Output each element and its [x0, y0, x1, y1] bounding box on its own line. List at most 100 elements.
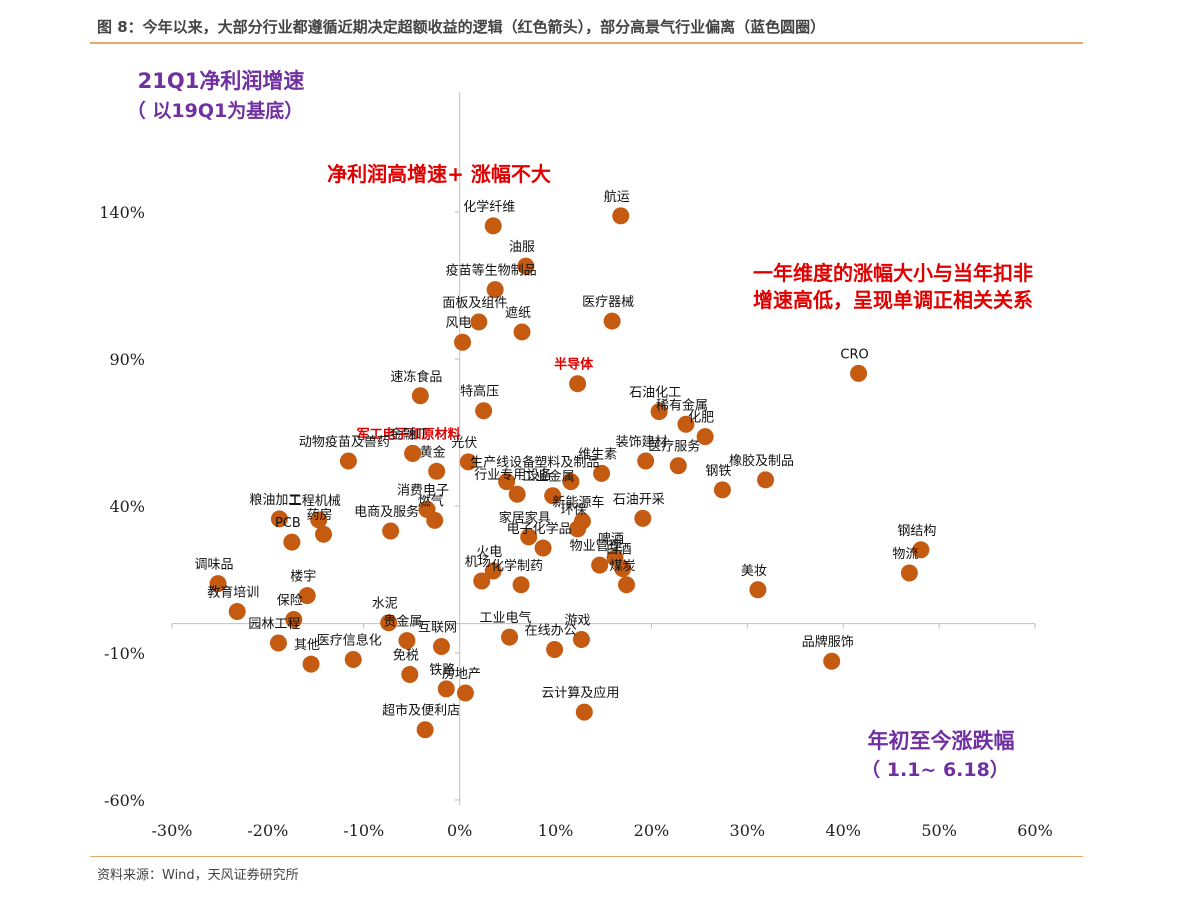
point-label: 电商及服务 [354, 504, 419, 520]
data-point [612, 207, 630, 225]
highlight-label: 军工电子和原材料 [357, 426, 461, 442]
point-label: 工程机械 [289, 494, 341, 509]
data-point [823, 652, 841, 670]
x-tick-label: 20% [634, 821, 670, 840]
point-label: 白酒 [606, 542, 632, 558]
point-label: 药房 [306, 507, 332, 523]
chart-axes [171, 92, 1036, 805]
point-label: 其他 [294, 638, 320, 653]
data-point [475, 402, 493, 420]
point-label: 维生素 [578, 447, 617, 462]
data-point [603, 312, 621, 330]
point-label: 疫苗等生物制品 [446, 263, 537, 279]
data-point [591, 556, 609, 574]
data-point [285, 610, 303, 628]
data-point [850, 364, 868, 382]
data-point [270, 510, 288, 528]
point-label: 超市及便利店 [382, 703, 460, 719]
point-label: 家居家具 [499, 510, 551, 526]
point-label: 医疗器械 [582, 295, 634, 310]
point-label: 啤酒 [598, 532, 624, 547]
point-label: 物业管理 [570, 539, 622, 554]
point-label: 特高压 [460, 384, 499, 400]
point-label: 水泥 [372, 597, 398, 612]
data-point [404, 444, 422, 462]
data-point [749, 581, 767, 599]
point-label: 钢铁 [705, 464, 731, 479]
data-point [713, 481, 731, 499]
data-point [432, 638, 450, 656]
x-tick-label: -10% [343, 821, 384, 840]
data-point [912, 541, 930, 559]
point-label: 机场 [465, 555, 491, 570]
data-point [637, 452, 655, 470]
x-tick-label: 60% [1017, 821, 1053, 840]
point-label: 医疗信息化 [317, 632, 382, 648]
data-point [382, 522, 400, 540]
point-label: 楼宇 [290, 570, 316, 585]
point-label: 消费电子 [397, 484, 449, 499]
data-point [484, 562, 502, 580]
point-label: 橡胶及制品 [729, 453, 794, 469]
point-label: 火电 [476, 545, 502, 560]
point-label: 工业金属 [523, 469, 575, 485]
point-label: 稀有金属 [656, 397, 708, 413]
data-point [228, 603, 246, 621]
point-label: 化学制药 [491, 558, 543, 574]
point-label: 免税 [393, 648, 419, 663]
x-tick-label: 30% [730, 821, 766, 840]
point-label: 黄金 [420, 444, 446, 460]
data-point [380, 614, 398, 632]
point-label: 装饰建材 [616, 435, 668, 450]
data-point [696, 428, 714, 446]
data-point [508, 485, 526, 503]
x-axis-title: 年初至今涨跌幅 [868, 729, 1015, 753]
top-divider [90, 42, 1083, 44]
point-label: 物流 [892, 547, 918, 562]
tick-labels: -30% -20% -10% 0% 10% 20% 30% 40% 50% 60% -60% -10%… [99, 203, 1053, 840]
data-point [428, 462, 446, 480]
point-label: 品牌服饰 [802, 634, 854, 650]
point-label: 在线办公 [525, 623, 577, 638]
x-tick-label: 50% [921, 821, 957, 840]
figure-caption: 图 8：今年以来，大部分行业都遵循近期决定超额收益的逻辑（红色箭头），部分高景气… [97, 18, 826, 36]
point-label: 风电 [446, 316, 472, 331]
data-point [520, 528, 538, 546]
data-point [575, 703, 593, 721]
data-point [283, 533, 301, 551]
data-point [501, 628, 519, 646]
bottom-divider [90, 856, 1083, 857]
x-tick-label: -20% [247, 821, 288, 840]
annotation-high-growth: 净利润高增速+ 涨幅不大 [327, 162, 551, 186]
point-label: 园林工程 [248, 617, 300, 632]
point-label: 速冻食品 [390, 369, 442, 385]
data-point [473, 572, 491, 590]
data-point [544, 487, 562, 505]
data-point [513, 323, 531, 341]
point-label: 燃气 [418, 493, 444, 509]
point-label: 煤炭 [610, 559, 636, 574]
data-point [459, 453, 477, 471]
data-point [398, 632, 416, 650]
annotation-trend-line2: 增速高低，呈现单调正相关关系 [753, 288, 1033, 312]
point-label: 粮油加工 [249, 493, 301, 508]
point-label: 医疗服务 [648, 439, 700, 455]
point-label: 化肥 [688, 411, 714, 426]
data-points [209, 207, 930, 739]
data-point [310, 511, 328, 529]
x-tick-label: 0% [447, 821, 472, 840]
x-tick-label: 10% [538, 821, 574, 840]
point-label: PCB [275, 516, 301, 531]
point-label: 化学纤维 [463, 199, 515, 215]
data-point [315, 525, 333, 543]
data-point [634, 509, 652, 527]
data-point [401, 665, 419, 683]
point-label: 金融IT [390, 426, 428, 442]
data-point [486, 281, 504, 299]
point-label: 电子化学品 [507, 521, 572, 537]
point-label: 环保 [561, 503, 587, 518]
data-point [614, 560, 632, 578]
point-label: 行业专用设备 [474, 467, 552, 483]
